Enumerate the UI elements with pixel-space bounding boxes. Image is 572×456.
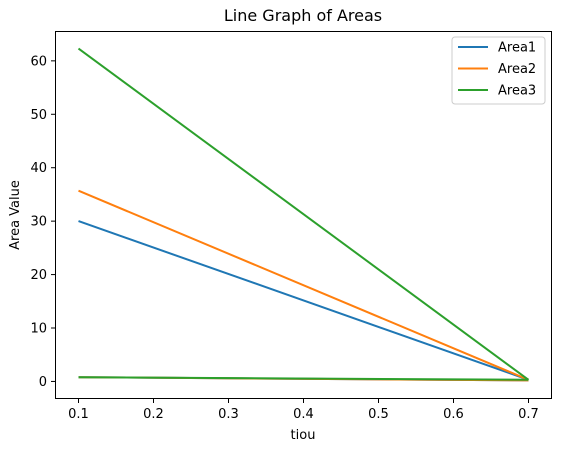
series-line-area3-1 [77, 47, 530, 381]
series-line-area3-2 [78, 376, 529, 381]
x-tick-label: 0.5 [368, 407, 389, 422]
y-tick-label: 30 [30, 215, 47, 230]
y-tick-label: 60 [30, 54, 47, 69]
legend-box [451, 36, 546, 105]
x-axis-label: tiou [291, 428, 316, 443]
y-axis-ticks: 0 10 20 30 40 50 60 [30, 54, 56, 390]
y-tick-label: 40 [30, 161, 47, 176]
y-tick-label: 10 [30, 322, 47, 337]
legend-label-area2: Area2 [498, 62, 536, 77]
plot-lines [77, 47, 530, 382]
legend-label-area3: Area3 [498, 84, 536, 99]
x-tick-label: 0.1 [68, 407, 89, 422]
series-line-area2-1 [78, 189, 529, 381]
series-line-area1-1 [78, 220, 529, 381]
x-tick-label: 0.4 [293, 407, 314, 422]
x-tick-label: 0.6 [443, 407, 464, 422]
y-tick-label: 50 [30, 108, 47, 123]
x-tick-label: 0.3 [218, 407, 239, 422]
x-tick-label: 0.7 [518, 407, 539, 422]
y-tick-label: 20 [30, 268, 47, 283]
x-axis-ticks: 0.1 0.2 0.3 0.4 0.5 0.6 0.7 [68, 398, 539, 422]
legend-label-area1: Area1 [498, 41, 536, 56]
chart-title: Line Graph of Areas [224, 6, 382, 25]
x-tick-label: 0.2 [143, 407, 164, 422]
legend: Area1 Area2 Area3 [451, 36, 546, 105]
y-tick-label: 0 [39, 375, 47, 390]
y-axis-label: Area Value [8, 180, 23, 250]
